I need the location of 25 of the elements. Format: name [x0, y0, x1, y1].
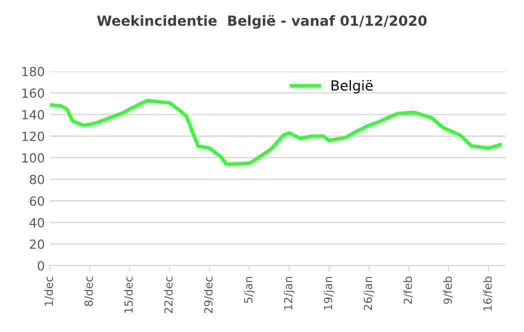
legend-label: België	[332, 80, 373, 94]
y-tick-label: 80	[30, 174, 44, 184]
line-series	[50, 98, 502, 166]
y-tick-label: 40	[30, 218, 44, 228]
y-tick-label: 20	[30, 239, 44, 249]
y-tick-label: 100	[22, 153, 44, 163]
chart-title: Weekincidentie België - vanaf 01/12/2020	[97, 14, 427, 29]
x-tick-label: 15/dec	[124, 276, 134, 313]
x-tick-label: 8/dec	[84, 276, 94, 306]
x-tick-label: 26/jan	[364, 276, 374, 310]
x-tick-label: 16/feb	[483, 276, 493, 310]
y-tick-label: 160	[22, 88, 44, 98]
x-tick-label: 12/jan	[284, 276, 294, 310]
x-tick-label: 5/jan	[244, 276, 255, 303]
y-tick-label: 180	[22, 66, 44, 76]
y-tick-label: 140	[22, 110, 44, 120]
x-tick-label: 29/dec	[204, 276, 214, 314]
y-tick-label: 0	[38, 261, 44, 271]
x-tick-label: 1/dec	[44, 276, 54, 306]
y-tick-label: 60	[30, 196, 44, 206]
x-tick-label: 19/jan	[324, 276, 334, 310]
y-tick-label: 120	[22, 132, 44, 142]
x-tick-label: 2/feb	[403, 276, 413, 304]
x-tick-label: 22/dec	[164, 276, 174, 314]
x-tick-label: 9/feb	[443, 276, 453, 304]
